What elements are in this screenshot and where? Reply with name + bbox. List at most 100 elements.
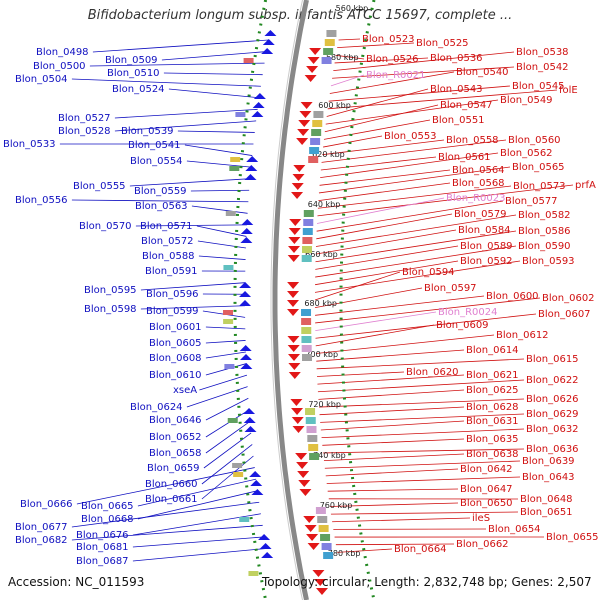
gene-leader-line-right [323,453,465,461]
gene-label-right: Blon_0590 [518,241,571,252]
forward-gene-glyph [287,309,300,316]
reverse-gene-glyph [241,219,254,225]
forward-gene-glyph [287,282,300,289]
forward-gene-glyph [288,237,301,244]
forward-gene-glyph [297,129,310,136]
gene-function-block [227,418,238,423]
gene-label-right: Blon_0622 [526,375,579,386]
gene-leader-line-right [315,295,485,316]
gene-label-left: Blon_0571 [140,221,193,232]
gene-function-block [305,408,316,415]
gene-function-block [223,310,234,315]
gene-label-left: Blon_0660 [145,479,198,490]
gene-label-left: Blon_0554 [130,156,183,167]
gene-label-right: Blon_0594 [402,267,455,278]
gene-leader-line-left [71,199,249,203]
gene-label-right: ileS [472,513,490,524]
gene-label-right: Blon_0586 [518,226,571,237]
reverse-gene-glyph [262,39,275,45]
forward-gene-glyph [314,579,327,586]
gene-leader-line-right [337,548,393,553]
gene-label-right: Blon_0664 [394,544,447,555]
gene-label-right: Blon_0635 [466,434,519,445]
gene-function-block [303,210,314,217]
gene-function-block [223,265,234,270]
gene-function-block [309,147,320,154]
forward-gene-glyph [296,138,309,145]
gene-leader-line-right [329,71,455,94]
gene-function-block [229,166,240,171]
gene-leader-line-right [322,438,465,446]
forward-gene-glyph [307,543,320,550]
gene-leader-line-right [335,54,365,60]
gene-function-block [243,58,254,63]
forward-gene-glyph [298,120,311,127]
reverse-gene-glyph [264,30,277,36]
forward-gene-glyph [298,480,311,487]
gene-label-right: Blon_0662 [456,539,509,550]
gene-function-block [312,120,323,127]
gene-label-right: Blon_0525 [416,38,469,49]
gene-function-block [230,157,241,162]
gene-label-right: Blon_R0021 [366,70,426,81]
forward-gene-glyph [304,75,317,82]
gene-leader-line-left [76,467,255,505]
gene-label-right: Blon_0654 [488,524,541,535]
gene-label-right: Blon_R0024 [438,307,498,318]
gene-leader-line-right [329,502,459,507]
reverse-gene-glyph [250,480,263,486]
gene-leader-line-right [315,324,435,347]
gene-function-block [321,543,332,550]
gene-label-right: Blon_0562 [500,148,553,159]
forward-gene-glyph [287,336,300,343]
gene-function-block [309,453,320,460]
gene-label-right: folE [559,85,578,96]
gene-leader-line-right [321,139,507,163]
gene-function-block [233,472,244,477]
gene-label-left: Blon_0559 [134,186,187,197]
gene-leader-line-right [315,229,457,255]
gene-label-right: Blon_0597 [424,283,477,294]
gene-label-left: Blon_0665 [81,501,134,512]
forward-gene-glyph [299,111,312,118]
gene-label-right: Blon_0568 [452,178,505,189]
gene-label-left: Blon_0658 [149,448,202,459]
forward-gene-glyph [291,408,304,415]
forward-gene-glyph [312,570,325,577]
gene-label-right: Blon_0564 [452,165,505,176]
gene-label-right: Blon_0638 [466,449,519,460]
gene-leader-line-right [323,448,525,454]
gene-leader-line-left [184,144,253,156]
gene-label-right: Blon_0626 [526,394,579,405]
gene-label-left: xseA [173,385,197,396]
gene-leader-line-right [326,88,429,117]
gene-leader-line-right [315,214,517,247]
kbp-tick-label: 780 kbp [328,549,361,558]
gene-label-right: Blon_0560 [508,135,561,146]
gene-leader-line-right [320,152,499,179]
gene-label-right: Blon_0582 [518,210,571,221]
gene-label-left: Blon_0677 [15,522,68,533]
gene-label-right: Blon_0607 [538,309,591,320]
gene-leader-line-right [316,197,445,224]
gene-function-block [302,246,313,253]
gene-leader-line-right [316,213,453,240]
gene-leader-line-left [137,490,258,520]
gene-function-block [239,517,250,522]
gene-leader-line-left [177,130,255,133]
gene-function-block [313,111,324,118]
gene-label-right: Blon_0602 [542,293,595,304]
gene-label-right: Blon_0593 [522,256,575,267]
forward-gene-glyph [287,291,300,298]
gene-leader-line-left [114,120,257,132]
gene-label-left: Blon_0601 [149,322,202,333]
gene-label-left: Blon_0646 [149,415,202,426]
reverse-gene-glyph [258,534,271,540]
gene-leader-line-right [315,230,517,263]
gene-leader-line-left [205,363,247,376]
gene-leader-line-right [314,271,401,301]
gene-label-right: Blon_0629 [526,409,579,420]
gene-leader-line-right [315,311,437,331]
gene-label-right: Blon_0561 [438,152,491,163]
